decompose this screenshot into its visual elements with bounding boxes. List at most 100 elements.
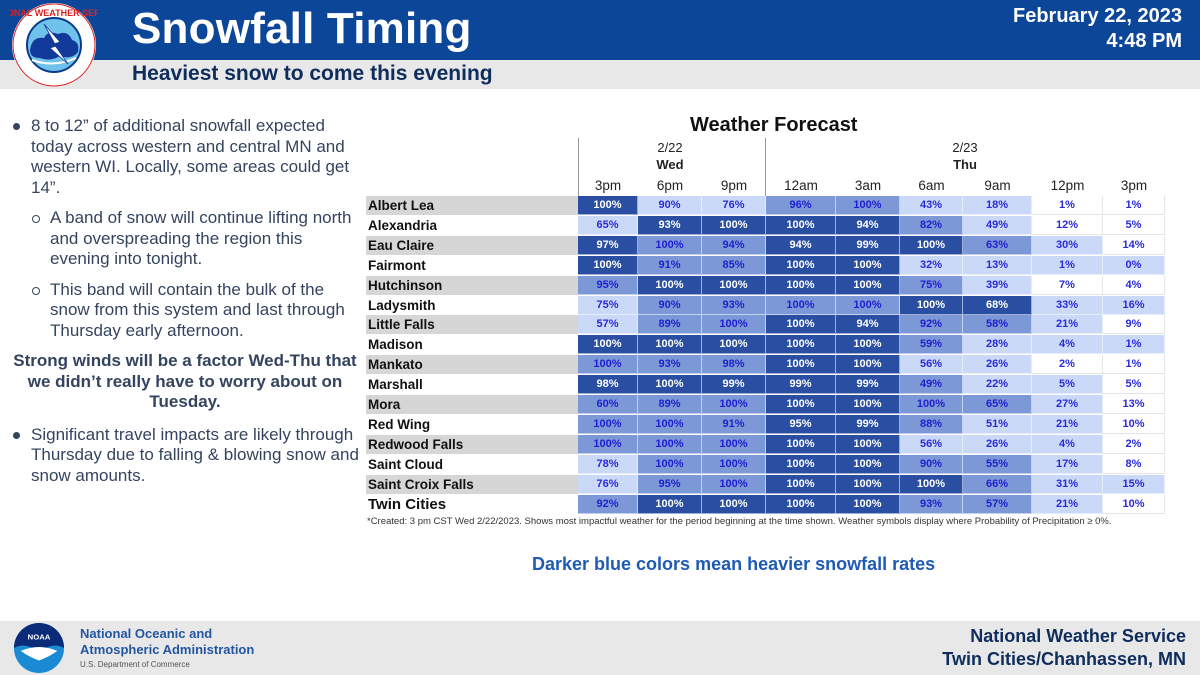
table-cell: 93% bbox=[702, 295, 766, 315]
row-label: Little Falls bbox=[366, 315, 578, 335]
day-group-day: Thu bbox=[953, 157, 977, 172]
row-label: Marshall bbox=[368, 377, 423, 393]
bullet-snowfall-amount: 8 to 12” of additional snowfall expected… bbox=[10, 116, 360, 198]
table-cell: 49% bbox=[900, 375, 963, 395]
column-header: 9pm bbox=[720, 178, 748, 193]
table-cell: 89% bbox=[638, 395, 702, 414]
noaa-name: National Oceanic and Atmospheric Adminis… bbox=[80, 626, 254, 658]
table-cell: 100% bbox=[578, 255, 638, 275]
day-group-date: 2/23 bbox=[952, 140, 978, 155]
table-cell: 100% bbox=[766, 474, 836, 494]
table-cell: 4% bbox=[1103, 275, 1165, 295]
table-cell: 18% bbox=[963, 196, 1032, 215]
table-cell: 10% bbox=[1103, 414, 1165, 434]
table-cell: 100% bbox=[836, 196, 900, 215]
table-cell: 33% bbox=[1032, 295, 1103, 315]
table-cell: 99% bbox=[836, 235, 900, 255]
table-cell: 98% bbox=[702, 355, 766, 375]
table-cell: 95% bbox=[638, 474, 702, 494]
table-cell: 75% bbox=[900, 275, 963, 295]
table-cell: 1% bbox=[1032, 196, 1103, 215]
table-cell: 100% bbox=[836, 474, 900, 494]
table-cell: 26% bbox=[963, 434, 1032, 454]
table-cell: 21% bbox=[1032, 315, 1103, 335]
table-cell: 100% bbox=[702, 434, 766, 454]
row-label: Albert Lea bbox=[366, 196, 578, 215]
table-cell: 43% bbox=[900, 196, 963, 215]
table-cell: 76% bbox=[578, 474, 638, 494]
row-label: Mora bbox=[366, 395, 578, 414]
table-cell: 68% bbox=[963, 295, 1032, 315]
table-cell: 22% bbox=[963, 375, 1032, 395]
table-cell: 17% bbox=[1032, 454, 1103, 474]
table-cell: 100% bbox=[702, 315, 766, 335]
table-cell: 100% bbox=[702, 275, 766, 295]
table-cell: 82% bbox=[900, 215, 963, 235]
table-cell: 99% bbox=[836, 375, 900, 395]
table-cell: 100% bbox=[702, 454, 766, 474]
table-cell: 56% bbox=[900, 434, 963, 454]
table-cell: 100% bbox=[702, 335, 766, 355]
table-cell: 92% bbox=[900, 315, 963, 335]
day-group-date: 2/22 bbox=[657, 140, 683, 155]
table-cell: 100% bbox=[766, 335, 836, 355]
table-cell: 100% bbox=[638, 335, 702, 355]
table-cell: 93% bbox=[638, 215, 702, 235]
table-cell: 90% bbox=[638, 196, 702, 215]
footer-bar bbox=[0, 621, 1200, 675]
forecast-table-title: Weather Forecast bbox=[690, 114, 858, 136]
table-cell: 94% bbox=[836, 315, 900, 335]
noaa-department: U.S. Department of Commerce bbox=[80, 660, 190, 669]
page-title: Snowfall Timing bbox=[132, 4, 472, 53]
table-cell: 99% bbox=[836, 414, 900, 434]
table-cell: 66% bbox=[963, 474, 1032, 494]
table-cell: 100% bbox=[578, 355, 638, 375]
column-header: 12am bbox=[784, 178, 818, 193]
table-cell: 58% bbox=[963, 315, 1032, 335]
table-cell: 12% bbox=[1032, 215, 1103, 235]
sub-bullet-band-bulk: This band will contain the bulk of the s… bbox=[10, 280, 360, 342]
table-cell: 21% bbox=[1032, 414, 1103, 434]
table-cell: 100% bbox=[638, 434, 702, 454]
noaa-name-line2: Atmospheric Administration bbox=[80, 642, 255, 657]
wind-emphasis: Strong winds will be a factor Wed-Thu th… bbox=[13, 351, 357, 411]
table-cell: 95% bbox=[766, 414, 836, 434]
page-subtitle: Heaviest snow to come this evening bbox=[132, 62, 493, 85]
table-cell: 1% bbox=[1103, 355, 1165, 375]
table-cell: 93% bbox=[638, 355, 702, 375]
row-label: Madison bbox=[368, 337, 423, 353]
table-cell: 94% bbox=[766, 235, 836, 255]
table-cell: 100% bbox=[578, 434, 638, 454]
table-cell: 5% bbox=[1103, 375, 1165, 395]
bullet-travel-impacts: Significant travel impacts are likely th… bbox=[10, 425, 360, 487]
subheader-bar bbox=[0, 60, 1200, 89]
issued-time: 4:48 PM bbox=[1106, 30, 1182, 52]
table-cell: 26% bbox=[963, 355, 1032, 375]
table-cell: 93% bbox=[900, 494, 963, 514]
day-group-day: Wed bbox=[656, 157, 684, 172]
table-cell: 100% bbox=[766, 295, 836, 315]
table-cell: 21% bbox=[1032, 494, 1103, 514]
table-cell: 7% bbox=[1032, 275, 1103, 295]
row-label: Hutchinson bbox=[366, 275, 578, 295]
table-cell: 100% bbox=[836, 255, 900, 275]
table-cell: 100% bbox=[766, 454, 836, 474]
table-cell: 14% bbox=[1103, 235, 1165, 255]
table-cell: 100% bbox=[578, 196, 638, 215]
row-label: Fairmont bbox=[368, 257, 426, 273]
table-cell: 100% bbox=[836, 395, 900, 414]
header-bar bbox=[0, 0, 1200, 60]
svg-text:NATIONAL WEATHER SERVICE: NATIONAL WEATHER SERVICE bbox=[10, 8, 98, 18]
table-cell: 13% bbox=[1103, 395, 1165, 414]
table-cell: 100% bbox=[702, 474, 766, 494]
table-cell: 100% bbox=[638, 454, 702, 474]
table-cell: 100% bbox=[766, 355, 836, 375]
table-cell: 56% bbox=[900, 355, 963, 375]
table-cell: 57% bbox=[578, 315, 638, 335]
noaa-name-line1: National Oceanic and bbox=[80, 626, 213, 641]
table-cell: 1% bbox=[1032, 255, 1103, 275]
table-cell: 94% bbox=[836, 215, 900, 235]
table-cell: 13% bbox=[963, 255, 1032, 275]
table-cell: 9% bbox=[1103, 315, 1165, 335]
table-cell: 8% bbox=[1103, 454, 1165, 474]
